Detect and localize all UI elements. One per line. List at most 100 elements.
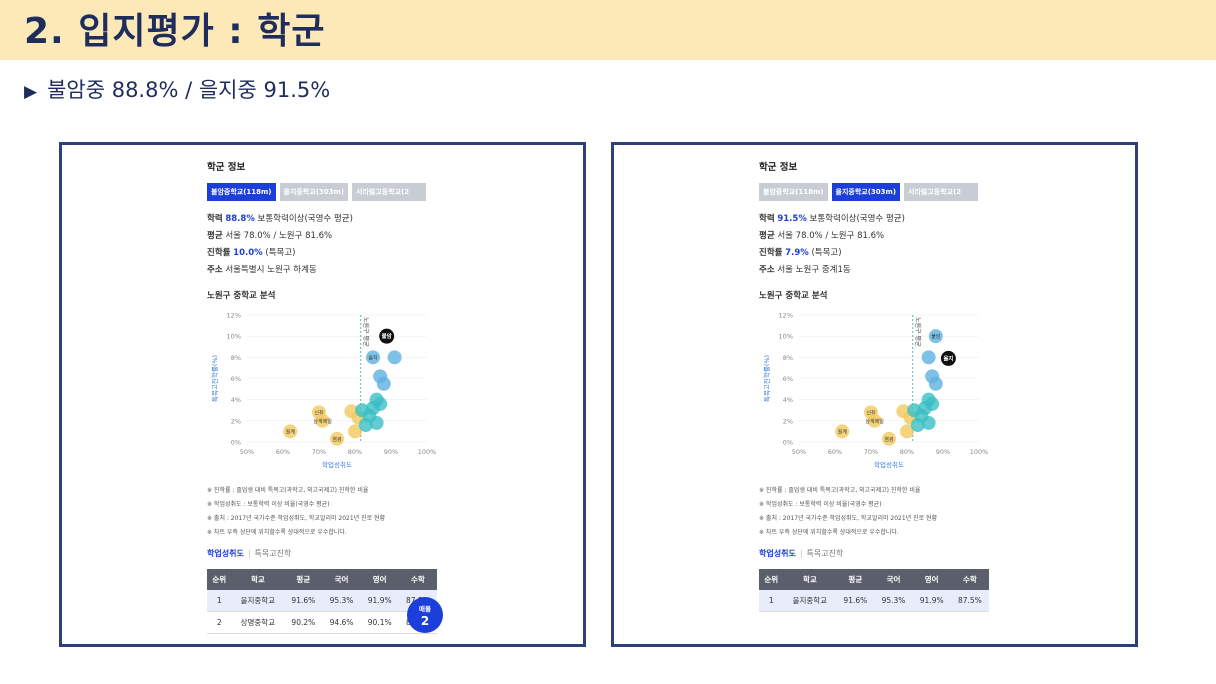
point-label: 상계제일 [865, 418, 884, 425]
ranking-tabs: 학업성취도 | 특목고진학 [759, 548, 999, 559]
badge-count: 2 [420, 614, 430, 628]
data-point [921, 392, 936, 407]
data-point [921, 350, 936, 365]
point-label: 염광 [332, 436, 342, 443]
listing-count-badge[interactable]: 매물 2 [407, 597, 443, 633]
x-tick-label: 60% [276, 448, 290, 456]
school-info-content: 학군 정보 불암중학교(118m) 을지중학교(303m) 서라벌고등학교(2 … [207, 145, 447, 634]
data-point [882, 431, 896, 446]
y-tick-label: 12% [779, 312, 793, 320]
point-label: 월계 [838, 428, 848, 435]
col-rank: 순위 [759, 569, 784, 590]
school-stats: 학력 88.8% 보통학력이상(국영수 평균) 평균 서울 78.0% / 노원… [207, 211, 447, 279]
tab-achievement[interactable]: 학업성취도 [207, 549, 244, 558]
point-label: 불암 [931, 333, 941, 340]
y-tick-label: 8% [231, 354, 241, 362]
col-english: 영어 [912, 569, 951, 590]
point-label: 염광 [884, 436, 894, 443]
school-info-content: 학군 정보 불암중학교(118m) 을지중학교(303m) 서라벌고등학교(2 … [759, 145, 999, 612]
table-row[interactable]: 2 상명중학교 90.2% 94.6% 90.1% 86.0% [207, 611, 437, 634]
tab-bulam-middle[interactable]: 불암중학교(118m) [759, 183, 828, 201]
stat-row-average: 평균 서울 78.0% / 노원구 81.6% [207, 231, 333, 241]
note-line: ※ 출처 : 2017년 국가수준 학업성취도, 학교알리미 2021년 진로 … [207, 515, 386, 522]
x-tick-label: 60% [828, 448, 842, 456]
data-point [867, 413, 882, 428]
tab-special-high[interactable]: 특목고진학 [254, 549, 292, 558]
y-tick-label: 10% [227, 333, 241, 341]
stat-row-achievement: 학력 91.5% 보통학력이상(국영수 평균) [759, 214, 905, 224]
scatter-chart: 0% 2% 4% 6% 8% 10% 12% 50% 60% 70% 80% 90% 100% 학업성취도… [210, 312, 436, 470]
reference-label: 노원구 평균 [362, 317, 370, 347]
y-tick-label: 10% [779, 333, 793, 341]
chart-title: 노원구 중학교 분석 [207, 291, 276, 301]
school-tabs: 불암중학교(118m) 을지중학교(303m) 서라벌고등학교(2 [759, 183, 999, 201]
x-tick-label: 50% [792, 448, 806, 456]
chart-notes: ※ 진학률 : 졸업생 대비 특목고(과학고, 외고국제고) 진학한 비율 ※ … [207, 484, 447, 540]
col-average: 평균 [284, 569, 323, 590]
badge-label: 매물 [419, 605, 431, 613]
subtitle-text: 불암중 88.8% / 을지중 91.5% [47, 78, 331, 102]
data-point [283, 424, 298, 439]
chart-title: 노원구 중학교 분석 [759, 291, 828, 301]
data-point [387, 350, 402, 365]
data-point [835, 424, 850, 439]
y-tick-label: 6% [231, 375, 241, 383]
tab-special-high[interactable]: 특목고진학 [806, 549, 844, 558]
data-point [369, 392, 384, 407]
col-math: 수학 [398, 569, 437, 590]
data-point [330, 431, 344, 446]
data-point [928, 376, 943, 391]
x-tick-label: 90% [936, 448, 950, 456]
ranking-tabs: 학업성취도 | 특목고진학 [207, 548, 447, 559]
col-average: 평균 [836, 569, 875, 590]
x-tick-label: 70% [864, 448, 878, 456]
triangle-bullet-icon: ▶ [24, 82, 38, 102]
point-label: 상계제일 [313, 418, 332, 425]
stat-row-address: 주소 서울 노원구 중계1동 [759, 265, 851, 275]
data-point [376, 376, 391, 391]
tab-eulji-middle[interactable]: 을지중학교(303m) [831, 183, 901, 201]
stat-row-advancement: 진학률 7.9% (특목고) [759, 248, 842, 258]
col-school: 학교 [783, 569, 837, 590]
note-line: ※ 학업성취도 : 보통학력 이상 비율(국영수 평균) [207, 501, 330, 508]
section-title: 학군 정보 [207, 162, 246, 173]
tab-seorabeol-high[interactable]: 서라벌고등학교(2 [904, 183, 979, 201]
highlight-point [379, 328, 395, 344]
stat-row-achievement: 학력 88.8% 보통학력이상(국영수 평균) [207, 214, 353, 224]
chart-notes: ※ 진학률 : 졸업생 대비 특목고(과학고, 외고국제고) 진학한 비율 ※ … [759, 484, 999, 540]
x-tick-label: 90% [384, 448, 398, 456]
col-korean: 국어 [322, 569, 361, 590]
data-point [366, 350, 380, 365]
note-line: ※ 진학률 : 졸업생 대비 특목고(과학고, 외고국제고) 진학한 비율 [207, 487, 369, 494]
y-tick-label: 2% [231, 417, 241, 425]
highlight-label: 불암 [382, 332, 392, 340]
data-point [921, 415, 936, 430]
y-tick-label: 8% [783, 354, 793, 362]
school-stats: 학력 91.5% 보통학력이상(국영수 평균) 평균 서울 78.0% / 노원… [759, 211, 999, 279]
tab-seorabeol-high[interactable]: 서라벌고등학교(2 [352, 183, 427, 201]
tab-bulam-middle[interactable]: 불암중학교(118m) [207, 183, 276, 201]
data-point [315, 413, 330, 428]
x-tick-label: 80% [348, 448, 362, 456]
slide-title: 2. 입지평가 : 학군 [24, 11, 326, 52]
y-tick-label: 6% [783, 375, 793, 383]
tab-achievement[interactable]: 학업성취도 [759, 549, 796, 558]
y-axis-label: 특목고진학률(%) [210, 355, 219, 402]
tab-eulji-middle[interactable]: 을지중학교(303m) [279, 183, 349, 201]
stat-row-address: 주소 서울특별시 노원구 하계동 [207, 265, 317, 275]
highlight-label: 을지 [943, 354, 953, 362]
note-line: ※ 출처 : 2017년 국가수준 학업성취도, 학교알리미 2021년 진로 … [759, 515, 938, 522]
table-row[interactable]: 1 을지중학교 91.6% 95.3% 91.9% 87.5% [207, 590, 437, 612]
x-tick-label: 100% [970, 448, 989, 456]
y-tick-label: 0% [231, 439, 241, 447]
x-tick-label: 50% [240, 448, 254, 456]
highlight-point [940, 350, 956, 366]
y-tick-label: 4% [231, 396, 241, 404]
table-row[interactable]: 1 을지중학교 91.6% 95.3% 91.9% 87.5% [759, 590, 989, 612]
x-tick-label: 70% [312, 448, 326, 456]
stat-row-average: 평균 서울 78.0% / 노원구 81.6% [759, 231, 885, 241]
data-point [348, 424, 362, 439]
school-info-screenshot-right: 학군 정보 불암중학교(118m) 을지중학교(303m) 서라벌고등학교(2 … [611, 142, 1138, 647]
y-tick-label: 0% [783, 439, 793, 447]
point-label: 신창 [314, 409, 324, 416]
